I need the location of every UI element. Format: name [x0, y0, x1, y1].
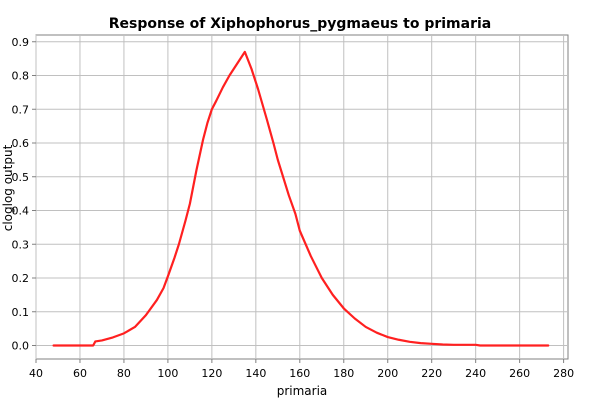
x-tick-label: 140	[245, 367, 266, 380]
x-tick-label: 40	[29, 367, 43, 380]
x-tick-label: 80	[117, 367, 131, 380]
chart-title: Response of Xiphophorus_pygmaeus to prim…	[109, 16, 491, 32]
x-tick-label: 160	[289, 367, 310, 380]
y-tick-label: 0.5	[12, 171, 30, 184]
y-tick-label: 0.6	[12, 137, 30, 150]
y-tick-label: 0.1	[12, 306, 30, 319]
x-tick-label: 120	[201, 367, 222, 380]
x-tick-label: 100	[157, 367, 178, 380]
y-tick-label: 0.9	[12, 36, 30, 49]
y-tick-label: 0.8	[12, 70, 30, 83]
y-tick-label: 0.4	[12, 205, 30, 218]
series-layer	[52, 50, 550, 347]
y-axis-label: cloglog output	[1, 144, 15, 231]
response-curve-line	[52, 50, 550, 347]
x-tick-label: 180	[333, 367, 354, 380]
x-tick-label: 240	[465, 367, 486, 380]
x-tick-label: 200	[377, 367, 398, 380]
plot-area	[35, 34, 569, 360]
x-tick-label: 260	[509, 367, 530, 380]
y-tick-label: 0.0	[12, 340, 30, 353]
axis-ticks: 40 60 80 100 120 140 160 180 200 220 240 260 280 0.0 0…	[12, 36, 575, 380]
y-tick-label: 0.7	[12, 103, 30, 116]
x-tick-label: 280	[553, 367, 574, 380]
y-tick-label: 0.2	[12, 272, 30, 285]
x-tick-label: 60	[73, 367, 87, 380]
x-tick-label: 220	[421, 367, 442, 380]
x-axis-label: primaria	[277, 384, 328, 398]
y-tick-label: 0.3	[12, 238, 30, 251]
